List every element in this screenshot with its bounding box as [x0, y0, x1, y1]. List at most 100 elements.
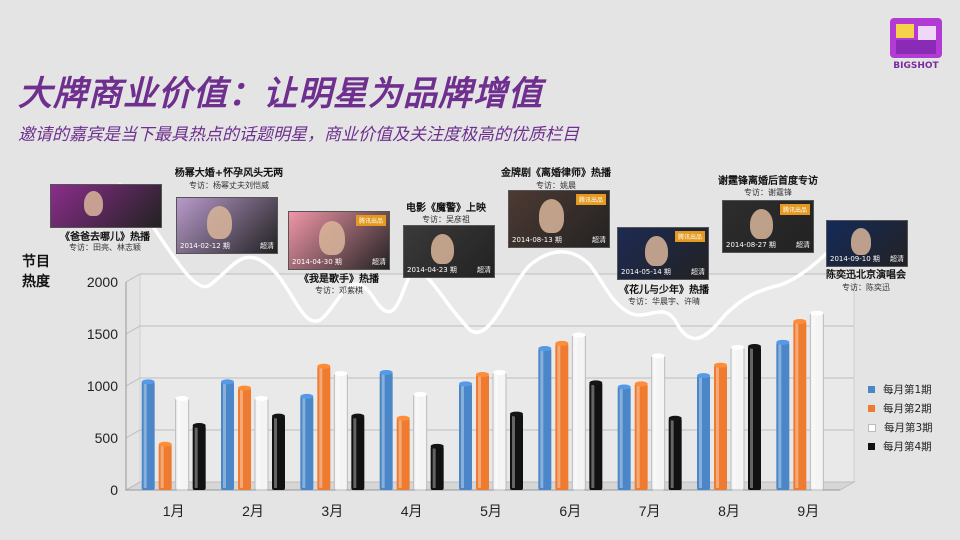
- bar-highlight-2月-s1: [223, 383, 226, 488]
- guest-photo: [851, 227, 872, 255]
- bar-5月-s4: [510, 414, 523, 490]
- legend-swatch-1: [868, 386, 875, 393]
- x-tick-8月: 8月: [718, 503, 740, 519]
- x-tick-9月: 9月: [797, 503, 819, 519]
- bar-top-9月-s1: [776, 339, 790, 345]
- y-axis-title-line2: 热度: [22, 274, 50, 290]
- brand-badge: 腾讯出品: [779, 204, 810, 215]
- quality-tag: 超清: [890, 255, 904, 263]
- bar-5月-s1: [459, 383, 472, 490]
- episode-thumbnail[interactable]: [50, 184, 162, 228]
- x-tick-6月: 6月: [559, 503, 581, 519]
- legend-item-4: 每月第4期: [868, 437, 933, 456]
- bar-6月-s1: [538, 348, 552, 490]
- bar-3月-s1: [300, 396, 314, 490]
- bar-highlight-6月-s3: [574, 337, 578, 488]
- bar-top-7月-s4: [668, 415, 682, 421]
- bar-6月-s3: [571, 334, 586, 491]
- slide-title: 大牌商业价值：让明星为品牌增值: [18, 74, 543, 114]
- event-caption: 《花儿与少年》热播: [619, 285, 709, 296]
- episode-thumbnail[interactable]: 2014-02-12 期 超清: [176, 197, 278, 254]
- bar-1月-s3: [175, 397, 190, 491]
- episode-date: 2014-04-23 期: [407, 266, 457, 274]
- bar-top-2月-s1: [221, 379, 234, 385]
- episode-date: 2014-09-10 期: [830, 255, 880, 263]
- bar-2月-s2: [238, 388, 251, 490]
- bar-top-8月-s2: [714, 362, 727, 368]
- bar-highlight-1月-s3: [177, 400, 181, 488]
- bar-top-3月-s1: [300, 393, 314, 399]
- bar-1月-s4: [192, 425, 206, 490]
- bar-2月-s1: [221, 381, 234, 490]
- x-tick-1月: 1月: [163, 503, 185, 519]
- bar-3月-s4: [351, 416, 365, 490]
- bar-top-6月-s4: [589, 380, 603, 386]
- bar-highlight-6月-s2: [557, 345, 561, 488]
- episode-thumbnail[interactable]: 2014-04-23 期 超清: [403, 225, 495, 278]
- legend-swatch-4: [868, 443, 875, 450]
- bar-highlight-3月-s4: [353, 418, 357, 488]
- bar-highlight-8月-s1: [699, 377, 702, 488]
- event-interviewee: 专访：田亮、林志颖: [69, 243, 141, 252]
- episode-date: 2014-04-30 期: [292, 258, 342, 266]
- bar-6月-s4: [589, 382, 603, 490]
- y-tick-label: 0: [110, 482, 118, 498]
- bar-highlight-7月-s3: [653, 357, 657, 488]
- y-axis-title: 节目 热度: [22, 252, 50, 292]
- bar-top-3月-s4: [351, 413, 365, 419]
- bar-9月-s2: [793, 321, 807, 490]
- bar-top-6月-s2: [555, 340, 569, 346]
- episode-thumbnail[interactable]: 2014-09-10 期 超清: [826, 220, 908, 267]
- bar-top-2月-s3: [255, 395, 268, 401]
- bar-highlight-7月-s2: [636, 385, 640, 488]
- x-tick-2月: 2月: [242, 503, 264, 519]
- x-tick-5月: 5月: [480, 503, 502, 519]
- quality-tag: 超清: [260, 242, 274, 250]
- episode-date: 2014-08-27 期: [726, 241, 776, 249]
- bar-highlight-1月-s1: [143, 383, 147, 488]
- bar-highlight-7月-s1: [619, 389, 623, 488]
- bar-2月-s3: [254, 397, 269, 491]
- bar-highlight-2月-s4: [274, 418, 277, 488]
- slide-subtitle: 邀请的嘉宾是当下最具热点的话题明星，商业价值及关注度极高的优质栏目: [18, 125, 579, 145]
- quality-tag: 超清: [592, 236, 606, 244]
- event-interviewee: 专访：华晨宇、许晴: [628, 297, 700, 306]
- quality-tag: 超清: [477, 266, 491, 274]
- x-tick-7月: 7月: [639, 503, 661, 519]
- episode-thumbnail[interactable]: 腾讯出品 2014-08-13 期 超清: [508, 190, 610, 248]
- guest-photo: [431, 233, 454, 265]
- bar-3月-s3: [333, 373, 348, 491]
- bar-highlight-9月-s3: [812, 315, 816, 488]
- bar-highlight-3月-s2: [319, 368, 323, 488]
- episode-thumbnail[interactable]: 腾讯出品 2014-08-27 期 超清: [722, 200, 814, 253]
- bar-3月-s2: [317, 366, 331, 490]
- quality-tag: 超清: [796, 241, 810, 249]
- bar-highlight-5月-s4: [512, 416, 515, 488]
- legend-swatch-3: [868, 423, 876, 432]
- bar-6月-s2: [555, 343, 569, 490]
- bar-7月-s4: [668, 418, 682, 490]
- chart-legend: 每月第1期 每月第2期 每月第3期 每月第4期: [868, 380, 933, 456]
- bar-top-9月-s2: [793, 319, 807, 325]
- episode-date: 2014-08-13 期: [512, 236, 562, 244]
- bar-9月-s1: [776, 342, 790, 490]
- bar-highlight-8月-s4: [750, 348, 753, 488]
- y-axis-title-line1: 节目: [22, 254, 50, 270]
- guest-photo: [207, 206, 232, 240]
- bar-highlight-1月-s4: [194, 427, 198, 488]
- quality-tag: 超清: [372, 258, 386, 266]
- bar-highlight-9月-s1: [778, 344, 782, 488]
- brand-badge: 腾讯出品: [575, 194, 606, 205]
- bar-top-9月-s3: [810, 310, 824, 316]
- episode-thumbnail[interactable]: 腾讯出品 2014-04-30 期 超清: [288, 211, 390, 270]
- episode-thumbnail[interactable]: 腾讯出品 2014-05-14 期 超清: [617, 227, 709, 280]
- bar-top-3月-s3: [334, 371, 348, 377]
- event-interviewee: 专访：吴彦祖: [422, 215, 470, 224]
- brand-badge: 腾讯出品: [355, 215, 386, 226]
- gridline: [125, 377, 854, 387]
- bar-top-1月-s4: [192, 423, 206, 429]
- event-interviewee: 专访：姚晨: [536, 181, 576, 190]
- bar-highlight-8月-s2: [716, 367, 719, 488]
- bar-highlight-9月-s2: [795, 323, 799, 488]
